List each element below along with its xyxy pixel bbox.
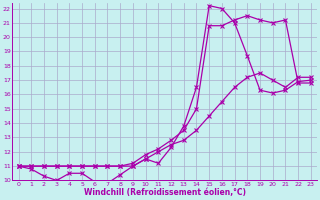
X-axis label: Windchill (Refroidissement éolien,°C): Windchill (Refroidissement éolien,°C) [84, 188, 246, 197]
